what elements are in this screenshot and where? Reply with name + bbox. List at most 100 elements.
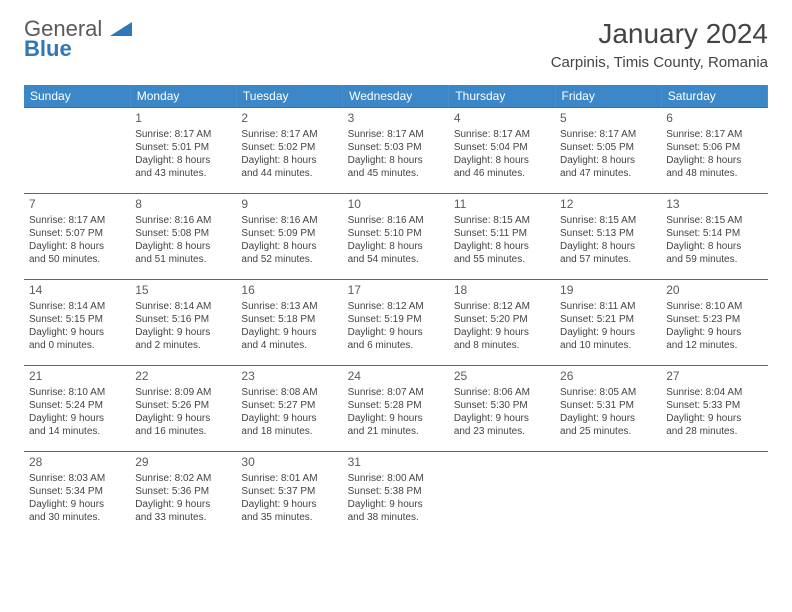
day-detail-line: and 57 minutes. [560, 253, 656, 266]
day-number: 23 [241, 369, 337, 385]
day-detail-line: Sunrise: 8:09 AM [135, 386, 231, 399]
day-detail-line: Sunrise: 8:10 AM [29, 386, 125, 399]
location-subtitle: Carpinis, Timis County, Romania [551, 54, 768, 71]
weekday-header-row: SundayMondayTuesdayWednesdayThursdayFrid… [24, 85, 768, 108]
calendar-day-cell: 30Sunrise: 8:01 AMSunset: 5:37 PMDayligh… [236, 452, 342, 538]
weekday-header: Tuesday [236, 85, 342, 108]
day-detail-line: and 35 minutes. [241, 511, 337, 524]
day-detail-line: Daylight: 9 hours [454, 326, 550, 339]
day-detail-line: and 4 minutes. [241, 339, 337, 352]
day-detail-line: Sunrise: 8:16 AM [241, 214, 337, 227]
day-number: 10 [348, 197, 444, 213]
day-detail-line: Sunset: 5:14 PM [666, 227, 762, 240]
day-detail-line: and 10 minutes. [560, 339, 656, 352]
day-detail-line: Sunset: 5:34 PM [29, 485, 125, 498]
day-detail-line: Daylight: 8 hours [560, 240, 656, 253]
day-detail-line: Daylight: 9 hours [29, 412, 125, 425]
calendar-day-cell: 19Sunrise: 8:11 AMSunset: 5:21 PMDayligh… [555, 280, 661, 366]
day-detail-line: Sunset: 5:20 PM [454, 313, 550, 326]
day-number: 4 [454, 111, 550, 127]
day-detail-line: Sunrise: 8:04 AM [666, 386, 762, 399]
day-number: 16 [241, 283, 337, 299]
day-number: 1 [135, 111, 231, 127]
calendar-day-cell: 3Sunrise: 8:17 AMSunset: 5:03 PMDaylight… [343, 108, 449, 194]
day-detail-line: Sunrise: 8:13 AM [241, 300, 337, 313]
day-detail-line: Sunset: 5:36 PM [135, 485, 231, 498]
calendar-empty-cell [24, 108, 130, 194]
calendar-day-cell: 24Sunrise: 8:07 AMSunset: 5:28 PMDayligh… [343, 366, 449, 452]
day-detail-line: Sunrise: 8:01 AM [241, 472, 337, 485]
day-detail-line: and 16 minutes. [135, 425, 231, 438]
day-detail-line: Sunrise: 8:11 AM [560, 300, 656, 313]
calendar-day-cell: 17Sunrise: 8:12 AMSunset: 5:19 PMDayligh… [343, 280, 449, 366]
day-detail-line: Sunrise: 8:15 AM [560, 214, 656, 227]
day-detail-line: Sunrise: 8:15 AM [666, 214, 762, 227]
calendar-day-cell: 20Sunrise: 8:10 AMSunset: 5:23 PMDayligh… [661, 280, 767, 366]
day-detail-line: Sunset: 5:37 PM [241, 485, 337, 498]
day-detail-line: and 23 minutes. [454, 425, 550, 438]
brand-triangle-icon [110, 18, 132, 40]
day-detail-line: Sunset: 5:24 PM [29, 399, 125, 412]
day-detail-line: and 6 minutes. [348, 339, 444, 352]
day-detail-line: and 30 minutes. [29, 511, 125, 524]
day-detail-line: Sunrise: 8:05 AM [560, 386, 656, 399]
day-detail-line: Daylight: 9 hours [135, 326, 231, 339]
calendar-day-cell: 23Sunrise: 8:08 AMSunset: 5:27 PMDayligh… [236, 366, 342, 452]
day-number: 15 [135, 283, 231, 299]
day-number: 12 [560, 197, 656, 213]
day-detail-line: and 14 minutes. [29, 425, 125, 438]
day-detail-line: Sunset: 5:27 PM [241, 399, 337, 412]
day-detail-line: Sunset: 5:38 PM [348, 485, 444, 498]
day-detail-line: Sunset: 5:04 PM [454, 141, 550, 154]
calendar-day-cell: 29Sunrise: 8:02 AMSunset: 5:36 PMDayligh… [130, 452, 236, 538]
weekday-header: Monday [130, 85, 236, 108]
calendar-day-cell: 15Sunrise: 8:14 AMSunset: 5:16 PMDayligh… [130, 280, 236, 366]
day-detail-line: Sunrise: 8:17 AM [454, 128, 550, 141]
day-detail-line: Sunrise: 8:06 AM [454, 386, 550, 399]
day-detail-line: Sunset: 5:16 PM [135, 313, 231, 326]
day-detail-line: Daylight: 9 hours [135, 498, 231, 511]
day-detail-line: Sunset: 5:03 PM [348, 141, 444, 154]
day-number: 20 [666, 283, 762, 299]
calendar-day-cell: 10Sunrise: 8:16 AMSunset: 5:10 PMDayligh… [343, 194, 449, 280]
day-detail-line: Sunrise: 8:00 AM [348, 472, 444, 485]
day-detail-line: Sunrise: 8:15 AM [454, 214, 550, 227]
day-detail-line: Daylight: 9 hours [348, 412, 444, 425]
day-detail-line: Sunrise: 8:08 AM [241, 386, 337, 399]
day-detail-line: Daylight: 9 hours [666, 412, 762, 425]
day-detail-line: and 38 minutes. [348, 511, 444, 524]
calendar-day-cell: 2Sunrise: 8:17 AMSunset: 5:02 PMDaylight… [236, 108, 342, 194]
weekday-header: Saturday [661, 85, 767, 108]
day-detail-line: Sunset: 5:01 PM [135, 141, 231, 154]
day-detail-line: Sunrise: 8:10 AM [666, 300, 762, 313]
calendar-day-cell: 25Sunrise: 8:06 AMSunset: 5:30 PMDayligh… [449, 366, 555, 452]
day-detail-line: Sunrise: 8:17 AM [560, 128, 656, 141]
calendar-empty-cell [449, 452, 555, 538]
day-detail-line: Daylight: 9 hours [666, 326, 762, 339]
day-detail-line: Daylight: 9 hours [454, 412, 550, 425]
day-number: 31 [348, 455, 444, 471]
brand-logo: General Blue [24, 18, 132, 60]
weekday-header: Thursday [449, 85, 555, 108]
calendar-day-cell: 28Sunrise: 8:03 AMSunset: 5:34 PMDayligh… [24, 452, 130, 538]
day-detail-line: Sunrise: 8:16 AM [135, 214, 231, 227]
day-number: 8 [135, 197, 231, 213]
calendar-day-cell: 18Sunrise: 8:12 AMSunset: 5:20 PMDayligh… [449, 280, 555, 366]
day-detail-line: Sunset: 5:09 PM [241, 227, 337, 240]
day-number: 9 [241, 197, 337, 213]
day-detail-line: Sunrise: 8:16 AM [348, 214, 444, 227]
day-detail-line: and 0 minutes. [29, 339, 125, 352]
day-detail-line: and 51 minutes. [135, 253, 231, 266]
day-detail-line: Daylight: 9 hours [241, 498, 337, 511]
calendar-day-cell: 13Sunrise: 8:15 AMSunset: 5:14 PMDayligh… [661, 194, 767, 280]
day-detail-line: and 12 minutes. [666, 339, 762, 352]
day-detail-line: Sunset: 5:02 PM [241, 141, 337, 154]
day-detail-line: Sunset: 5:08 PM [135, 227, 231, 240]
calendar-day-cell: 9Sunrise: 8:16 AMSunset: 5:09 PMDaylight… [236, 194, 342, 280]
calendar-day-cell: 31Sunrise: 8:00 AMSunset: 5:38 PMDayligh… [343, 452, 449, 538]
day-detail-line: Sunrise: 8:14 AM [29, 300, 125, 313]
brand-part2: Blue [24, 38, 132, 60]
day-number: 27 [666, 369, 762, 385]
day-detail-line: Daylight: 8 hours [666, 240, 762, 253]
day-detail-line: Sunset: 5:31 PM [560, 399, 656, 412]
